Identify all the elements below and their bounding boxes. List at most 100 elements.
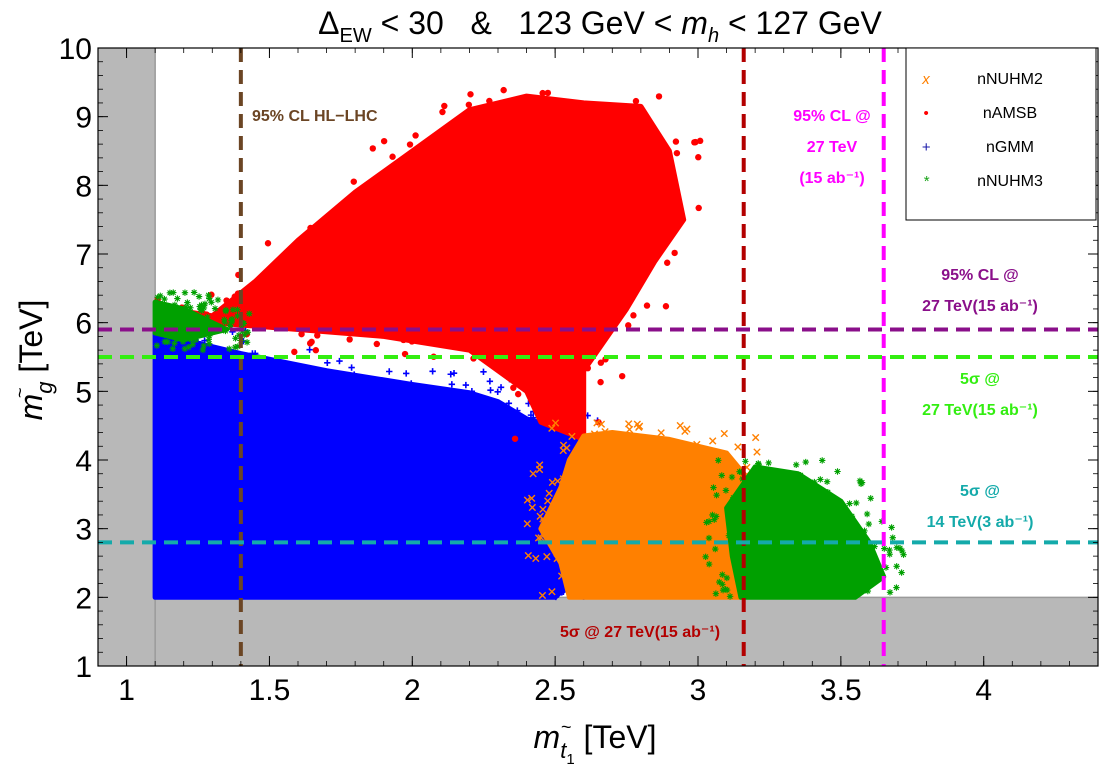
y-tick-label: 2 bbox=[75, 582, 92, 615]
series-point bbox=[720, 429, 728, 438]
series-point bbox=[871, 543, 878, 550]
series-point bbox=[811, 478, 818, 486]
series-point bbox=[705, 560, 713, 568]
series-point bbox=[695, 204, 702, 212]
series-point bbox=[672, 138, 680, 145]
x-axis-label-tilde: ~ bbox=[561, 717, 572, 737]
series-point bbox=[751, 433, 760, 442]
series-point bbox=[864, 587, 872, 595]
x-tick-label: 2.5 bbox=[534, 674, 576, 707]
series-point bbox=[736, 468, 743, 475]
series-point bbox=[170, 289, 177, 296]
series-point bbox=[465, 101, 473, 108]
reference-line-horizontal: 95% CL @ 27 TeV(15 ab⁻¹) bbox=[98, 267, 1098, 332]
series-point bbox=[722, 487, 730, 494]
series-point bbox=[705, 518, 713, 525]
series-point bbox=[228, 318, 235, 326]
series-point bbox=[346, 336, 353, 343]
series-point bbox=[797, 472, 804, 479]
series-point bbox=[557, 572, 566, 580]
series-point bbox=[514, 407, 521, 414]
reference-line-label: 5σ @ 27 TeV(15 ab⁻¹) bbox=[560, 624, 720, 641]
series-point bbox=[662, 303, 670, 310]
series-point bbox=[713, 492, 720, 499]
series-point bbox=[584, 364, 591, 372]
series-point bbox=[597, 420, 606, 428]
x-tick-label: 3 bbox=[690, 674, 707, 707]
series-point bbox=[243, 339, 251, 346]
series-point bbox=[231, 293, 238, 300]
series-point bbox=[552, 593, 560, 601]
reference-line-label: 14 TeV(3 ab⁻¹) bbox=[927, 514, 1034, 531]
series-point bbox=[400, 336, 407, 344]
series-point bbox=[403, 370, 410, 377]
series-point bbox=[753, 448, 761, 456]
series-point bbox=[544, 497, 552, 505]
series-point bbox=[369, 145, 377, 152]
series-point bbox=[543, 552, 551, 561]
series-cloud bbox=[166, 93, 687, 442]
series-point bbox=[324, 359, 331, 367]
series-point bbox=[480, 368, 487, 376]
series-point bbox=[486, 97, 493, 105]
series-point bbox=[511, 435, 519, 442]
series-point bbox=[568, 432, 576, 441]
series-point bbox=[306, 340, 314, 347]
series-point bbox=[505, 400, 513, 407]
series-point bbox=[886, 551, 893, 558]
series-point bbox=[487, 387, 494, 394]
series-point bbox=[793, 461, 800, 468]
series-point bbox=[373, 340, 381, 348]
series-point bbox=[846, 500, 853, 507]
series-point bbox=[848, 513, 856, 520]
series-point bbox=[896, 544, 904, 552]
series-point bbox=[888, 524, 895, 531]
y-tick-label: 6 bbox=[75, 308, 92, 341]
series-point bbox=[625, 322, 632, 329]
series-point bbox=[742, 458, 749, 465]
series-point bbox=[882, 564, 890, 571]
series-point bbox=[691, 139, 698, 146]
series-point bbox=[802, 458, 809, 466]
legend-label: nNUHM3 bbox=[977, 173, 1043, 190]
series-point bbox=[624, 420, 633, 428]
series-point bbox=[306, 346, 313, 353]
reference-lines: 95% CL HL−LHC 5σ @ 27 TeV(15 ab⁻¹) 95% CL … bbox=[98, 48, 1098, 666]
reference-line-label: 95% CL @ bbox=[941, 267, 1019, 284]
series-point bbox=[241, 331, 248, 339]
series-point bbox=[500, 86, 507, 94]
series-point bbox=[867, 495, 874, 502]
series-point bbox=[893, 563, 900, 570]
reference-line-label: 5σ @ bbox=[960, 483, 1000, 500]
x-tick-label: 1.5 bbox=[249, 674, 291, 707]
series-point bbox=[725, 532, 733, 539]
series-point bbox=[819, 457, 826, 464]
series-point bbox=[229, 306, 237, 313]
series-point bbox=[719, 587, 727, 594]
series-point bbox=[205, 292, 212, 299]
series-point bbox=[408, 338, 416, 345]
series-point bbox=[200, 342, 207, 350]
series-point bbox=[226, 322, 234, 329]
series-point bbox=[336, 357, 343, 365]
series-point bbox=[693, 440, 701, 449]
series-point bbox=[853, 499, 860, 507]
series-point bbox=[527, 494, 536, 503]
legend-marker: * bbox=[923, 173, 930, 190]
series-point bbox=[664, 259, 671, 266]
series-point bbox=[307, 224, 314, 232]
series-point bbox=[709, 437, 717, 445]
series-point bbox=[834, 468, 841, 475]
series-point bbox=[234, 312, 241, 320]
series-point bbox=[179, 338, 187, 345]
x-tick-label: 2 bbox=[404, 674, 421, 707]
series-point bbox=[497, 384, 505, 391]
series-point bbox=[527, 411, 535, 419]
series-point bbox=[632, 97, 640, 105]
series-point bbox=[222, 306, 230, 314]
x-tick-label: 4 bbox=[975, 674, 992, 707]
excluded-region bbox=[98, 48, 1098, 666]
reference-line-label: 95% CL HL−LHC bbox=[252, 108, 378, 125]
series-point bbox=[817, 476, 824, 483]
series-point bbox=[719, 571, 726, 578]
